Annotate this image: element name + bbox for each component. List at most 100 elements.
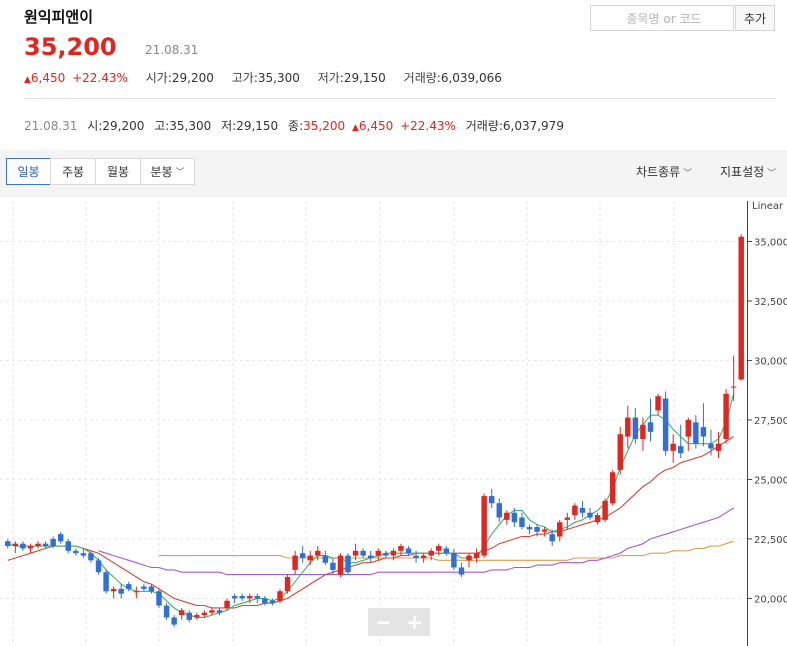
candle	[730, 355, 737, 401]
search-box[interactable]	[590, 5, 737, 32]
candle-body	[451, 553, 457, 568]
chart-type-label: 차트종류	[636, 165, 681, 179]
detail-change-percent: +22.43%	[400, 119, 456, 133]
candle	[292, 550, 298, 575]
candle-body	[443, 548, 450, 554]
candle-body	[5, 541, 11, 547]
candle	[201, 610, 208, 618]
candle-body	[141, 586, 147, 589]
y-axis-ticks: 20,000 22,500 25,000 27,500 30,000 32,500 35,0…	[747, 237, 787, 605]
candle	[398, 543, 404, 556]
candle	[80, 548, 87, 558]
ma60-line	[98, 507, 734, 576]
candle	[345, 553, 351, 575]
candle-body	[307, 555, 313, 561]
add-button[interactable]: 추가	[735, 5, 775, 31]
candle	[458, 562, 465, 577]
candle-body	[322, 555, 329, 563]
candle	[708, 429, 714, 456]
candle	[148, 584, 155, 594]
candle	[723, 388, 729, 444]
candle	[5, 538, 11, 549]
candle-body	[572, 505, 578, 516]
candle-body	[602, 500, 608, 520]
candle	[572, 503, 578, 520]
y-tick-label: 25,000	[754, 475, 787, 486]
candle-body	[20, 543, 26, 549]
candle-body	[148, 586, 155, 592]
moving-average-lines	[7, 393, 735, 618]
indicator-menu[interactable]: 지표설정 ﹀	[720, 163, 776, 180]
candle-body	[670, 443, 676, 451]
chart-type-menu[interactable]: 차트종류 ﹀	[636, 163, 692, 180]
candle-body	[473, 553, 480, 558]
candle	[133, 586, 140, 599]
candle-body	[65, 541, 71, 551]
candle-body	[50, 538, 56, 547]
candle	[428, 548, 434, 561]
candle-body	[133, 591, 140, 593]
candle-body	[511, 512, 518, 523]
candle	[239, 593, 245, 601]
candle-body	[88, 553, 94, 561]
detail-low-label: 저	[221, 119, 233, 133]
candle-body	[110, 588, 117, 592]
candle-body	[594, 515, 601, 523]
detail-volume-label: 거래량	[465, 119, 499, 133]
candle-body	[678, 446, 684, 454]
candle-body	[337, 555, 344, 575]
candle	[171, 615, 177, 627]
candle	[715, 431, 722, 459]
candle	[103, 569, 109, 594]
candle	[262, 596, 268, 606]
candle	[534, 524, 540, 537]
chevron-down-icon: ﹀	[683, 169, 693, 179]
candle	[315, 546, 321, 561]
candle	[57, 531, 64, 544]
candle	[564, 512, 571, 530]
ma120-line	[159, 540, 734, 561]
detail-open-label: 시	[87, 119, 99, 133]
candle-body	[224, 600, 230, 608]
candle	[269, 598, 276, 606]
zoom-in-button[interactable]: +	[406, 610, 423, 634]
candles	[5, 234, 744, 627]
candle-body	[299, 553, 306, 558]
candle-body	[352, 550, 359, 556]
candle	[420, 553, 427, 563]
candle	[655, 393, 661, 416]
zoom-control: − +	[368, 608, 430, 636]
candle-body	[579, 507, 586, 513]
candle	[640, 417, 646, 451]
candle-body	[186, 612, 192, 620]
up-arrow-icon: ▲	[24, 75, 31, 85]
candle-body	[541, 529, 548, 532]
candle-body	[231, 596, 238, 599]
candle	[451, 548, 457, 570]
detail-high: 35,300	[169, 119, 212, 133]
candle-body	[655, 396, 661, 411]
tab-monthly[interactable]: 월봉	[95, 158, 141, 185]
candle	[352, 543, 359, 561]
divider	[24, 98, 776, 99]
candlestick-chart[interactable]: Linear 20,000 22,500 25,000 27,500 30,000 32,…	[0, 197, 787, 646]
tab-weekly[interactable]: 주봉	[50, 158, 96, 185]
candle	[511, 507, 518, 528]
candle	[156, 588, 162, 608]
tab-minute[interactable]: 분봉 ﹀	[140, 158, 195, 185]
candle	[50, 536, 56, 549]
candle-body	[405, 548, 412, 554]
zoom-out-button[interactable]: −	[375, 610, 392, 634]
tab-daily[interactable]: 일봉	[6, 158, 51, 185]
y-tick-label: 35,000	[754, 237, 787, 248]
volume-value: 6,039,066	[440, 71, 502, 85]
candle	[647, 398, 654, 442]
candle-body	[345, 555, 351, 573]
candle	[95, 557, 102, 575]
candle-body	[617, 434, 623, 470]
search-input[interactable]	[591, 6, 737, 32]
candle-body	[367, 555, 374, 558]
candle-body	[504, 512, 510, 520]
candle-body	[700, 427, 707, 437]
candle	[65, 538, 71, 554]
